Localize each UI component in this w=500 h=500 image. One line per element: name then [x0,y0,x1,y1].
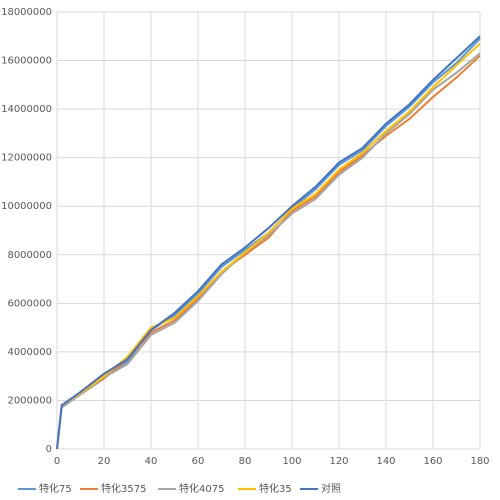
y-tick-label: 2000000 [7,395,52,406]
x-tick-label: 160 [423,456,442,467]
x-tick-label: 120 [329,456,348,467]
x-tick-label: 180 [470,456,489,467]
x-tick-label: 100 [282,456,301,467]
x-tick-label: 140 [376,456,395,467]
legend-label: 特化3575 [101,482,146,495]
y-tick-label: 14000000 [1,104,52,115]
series-line [56,35,481,450]
series-line [56,54,481,450]
x-tick-label: 40 [145,456,158,467]
x-tick-label: 80 [239,456,252,467]
legend-label: 特化75 [39,482,72,495]
y-tick-label: 4000000 [7,347,52,358]
y-tick-label: 8000000 [7,250,52,261]
legend-label: 特化35 [259,482,292,495]
y-tick-label: 16000000 [1,56,52,67]
series-line [56,42,481,450]
x-tick-label: 0 [54,456,60,467]
legend-label: 特化4075 [179,482,224,495]
y-tick-label: 12000000 [1,153,52,164]
y-tick-label: 10000000 [1,201,52,212]
x-tick-label: 20 [98,456,111,467]
x-tick-label: 60 [192,456,205,467]
y-tick-label: 18000000 [1,7,52,18]
y-tick-label: 6000000 [7,298,52,309]
legend-label: 对照 [321,482,341,495]
series-line [56,38,481,450]
y-tick-label: 0 [46,444,52,455]
